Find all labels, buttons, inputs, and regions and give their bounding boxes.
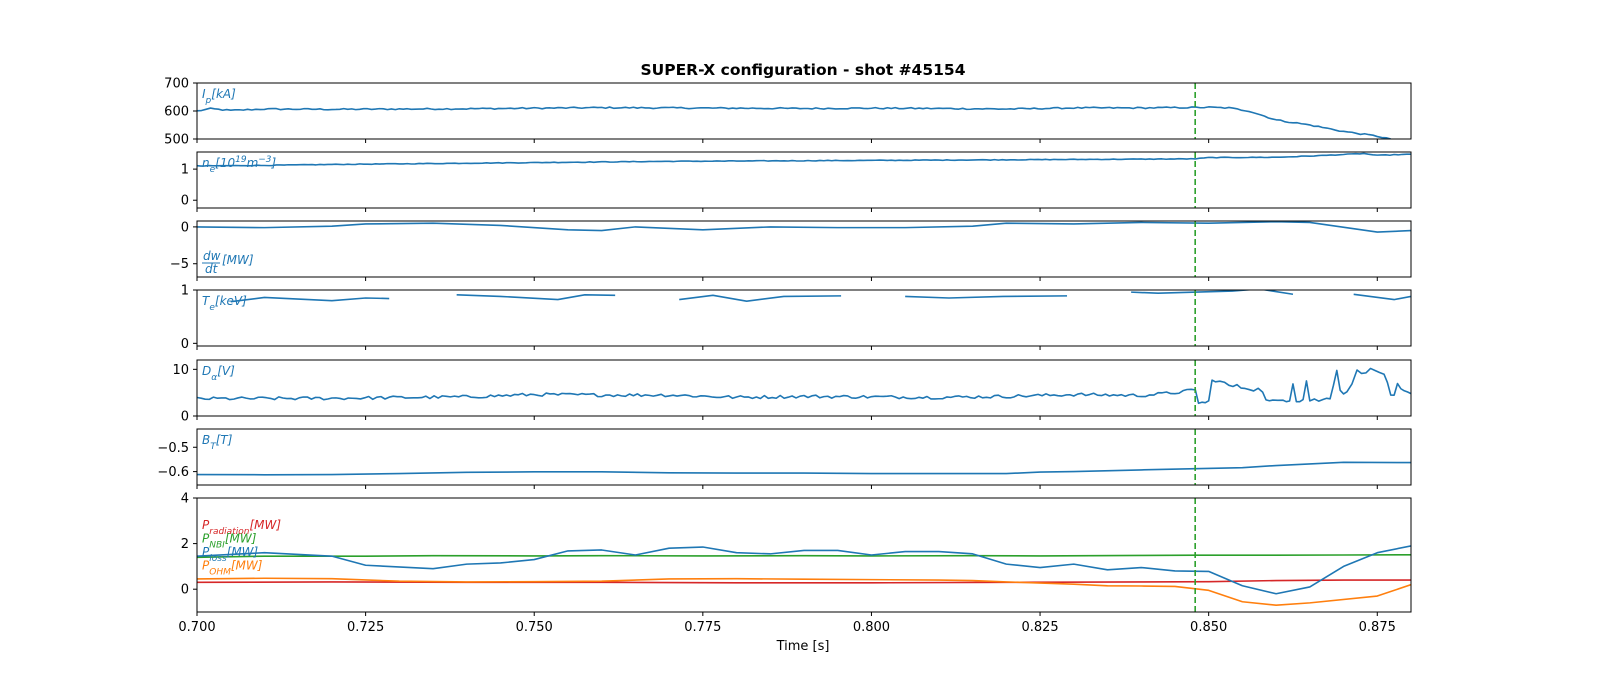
series-line-4-3 bbox=[679, 294, 842, 302]
chart-title: SUPER-X configuration - shot #45154 bbox=[640, 61, 965, 79]
label-denominator: dt bbox=[205, 262, 219, 276]
panel-4: 0 1 Te[keV] bbox=[181, 284, 1412, 352]
x-tick-label-2: 0.725 bbox=[347, 620, 384, 635]
x-axis-label: Time [s] bbox=[776, 639, 830, 654]
x-tick-label-4: 0.775 bbox=[684, 620, 721, 635]
panel-3-series bbox=[197, 221, 1411, 233]
series-line-6-1 bbox=[197, 461, 1411, 476]
series-line-4-5 bbox=[1131, 290, 1294, 296]
series-line-1-1 bbox=[197, 106, 1391, 139]
panel-7: 0 2 4 Pradiation[MW]PNBI[MW]Ploss[MW]POHM[M… bbox=[181, 492, 1412, 616]
panel-label-7-2: PNBI[MW] bbox=[202, 532, 257, 551]
panel-5-series bbox=[197, 367, 1411, 405]
panel-5: 0 10 Dα[V] bbox=[172, 359, 1412, 425]
x-tick-label-6: 0.825 bbox=[1021, 620, 1058, 635]
series-line-5-2 bbox=[1194, 367, 1411, 405]
panel-label-6: BT[T] bbox=[202, 433, 233, 452]
panel-label-5: Dα[V] bbox=[202, 364, 235, 383]
panel-frame-3 bbox=[196, 220, 1412, 278]
panel-label-1: Ip[kA] bbox=[202, 87, 236, 106]
panel-frame-5 bbox=[196, 359, 1412, 417]
y-tick-label-1-1: 500 bbox=[164, 133, 189, 148]
y-tick-label-7-2: 2 bbox=[181, 537, 189, 552]
panel-label-2: ne[1019m−3] bbox=[202, 155, 277, 175]
y-tick-label-5-2: 10 bbox=[172, 363, 189, 378]
y-tick-label-7-3: 4 bbox=[181, 492, 189, 507]
y-tick-label-2-1: 0 bbox=[181, 194, 189, 209]
panel-frame-2 bbox=[196, 151, 1412, 209]
panel-label-7-1: Pradiation[MW] bbox=[202, 518, 281, 537]
y-tick-label-2-2: 1 bbox=[181, 163, 189, 178]
panel-frame-1 bbox=[196, 82, 1412, 140]
y-tick-label-7-1: 0 bbox=[181, 583, 189, 598]
series-line-4-1 bbox=[230, 296, 390, 303]
series-line-7-p_ohm bbox=[197, 577, 1411, 606]
panel-frame-6 bbox=[196, 428, 1412, 486]
panel-2-series bbox=[197, 152, 1411, 167]
y-tick-label-3-1: −5 bbox=[170, 257, 189, 272]
y-tick-label-6-1: −0.6 bbox=[157, 465, 189, 480]
y-tick-label-5-1: 0 bbox=[181, 410, 189, 425]
panel-6: −0.6 −0.5 BT[T] bbox=[157, 428, 1412, 489]
series-line-3-1 bbox=[197, 221, 1411, 233]
x-axis: 0.700 0.725 0.750 0.775 0.800 0.825 0.850 0.875 bbox=[178, 620, 1395, 635]
panel-label-7-3: Ploss[MW] bbox=[202, 545, 259, 564]
series-line-2-1 bbox=[197, 152, 1411, 167]
label-numerator: dw bbox=[203, 249, 221, 263]
panel-7-series bbox=[197, 545, 1411, 606]
y-tick-label-4-2: 1 bbox=[181, 284, 189, 299]
series-line-5-1 bbox=[197, 388, 1196, 401]
panel-4-series bbox=[230, 290, 1411, 303]
x-tick-label-1: 0.700 bbox=[178, 620, 215, 635]
series-line-4-2 bbox=[456, 294, 616, 301]
panel-1: 500 600 700 Ip[kA] bbox=[164, 77, 1412, 148]
x-tick-label-7: 0.850 bbox=[1190, 620, 1227, 635]
panel-6-series bbox=[197, 461, 1411, 476]
panel-label-4: Te[keV] bbox=[202, 294, 247, 313]
series-line-4-6 bbox=[1353, 293, 1411, 301]
panel-2: 0 1 ne[1019m−3] bbox=[181, 151, 1412, 212]
y-tick-label-6-2: −0.5 bbox=[157, 441, 189, 456]
panel-frame-4 bbox=[196, 289, 1412, 347]
x-tick-label-8: 0.875 bbox=[1359, 620, 1396, 635]
y-tick-label-1-3: 700 bbox=[164, 77, 189, 92]
y-tick-label-1-2: 600 bbox=[164, 105, 189, 120]
series-line-7-p_nbi bbox=[197, 553, 1411, 559]
x-tick-label-3: 0.750 bbox=[516, 620, 553, 635]
y-tick-label-3-2: 0 bbox=[181, 220, 189, 235]
label-unit: [MW] bbox=[222, 253, 254, 267]
y-tick-label-4-1: 0 bbox=[181, 337, 189, 352]
x-tick-label-5: 0.800 bbox=[853, 620, 890, 635]
panel-label-7-4: POHM[MW] bbox=[202, 559, 263, 578]
panel-frame-7 bbox=[196, 497, 1412, 613]
series-line-4-4 bbox=[905, 295, 1068, 299]
panel-1-series bbox=[197, 106, 1391, 139]
series-line-7-p_loss bbox=[197, 545, 1411, 595]
